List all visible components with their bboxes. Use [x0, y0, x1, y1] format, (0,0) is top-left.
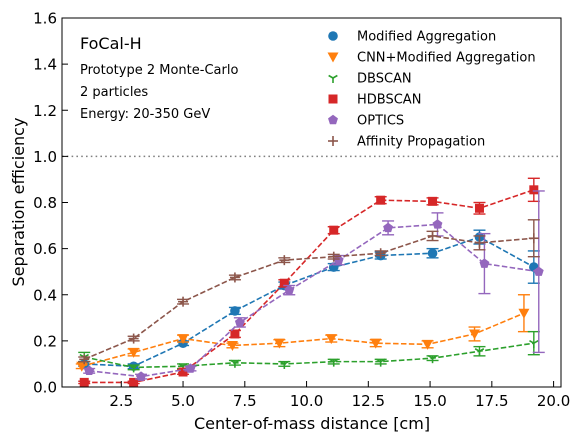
annotation-title: FoCal-H: [80, 34, 142, 53]
series-0-point-3: [230, 306, 240, 316]
legend-label-0: Modified Aggregation: [357, 30, 496, 45]
y-tick-label-0: 0.0: [33, 379, 57, 397]
y-tick-label-6: 1.2: [33, 102, 57, 120]
legend-marker-0: [328, 31, 338, 41]
legend-label-2: DBSCAN: [357, 72, 412, 87]
legend-label-1: CNN+Modified Aggregation: [357, 51, 536, 66]
series-3-point-7: [428, 197, 437, 206]
x-tick-label-5: 15.0: [413, 392, 446, 410]
y-axis-label: Separation efficiency: [9, 118, 28, 287]
y-tick-label-4: 0.8: [33, 194, 57, 212]
annotation-line-1: Prototype 2 Monte-Carlo: [80, 63, 238, 78]
y-tick-label-1: 0.2: [33, 332, 57, 350]
annotation-line-3: Energy: 20-350 GeV: [80, 107, 210, 122]
annotation-line-2: 2 particles: [80, 85, 148, 100]
series-3-point-5: [329, 226, 338, 235]
x-axis-label: Center-of-mass distance [cm]: [194, 414, 430, 433]
series-3-point-8: [475, 204, 484, 213]
legend-label-3: HDBSCAN: [357, 93, 421, 108]
legend-marker-3: [329, 95, 338, 104]
series-3-point-9: [529, 185, 538, 194]
x-tick-label-7: 20.0: [537, 392, 570, 410]
y-tick-label-3: 0.6: [33, 240, 57, 258]
legend-label-4: OPTICS: [357, 114, 404, 129]
series-3-point-6: [376, 196, 385, 205]
x-tick-label-6: 17.5: [475, 392, 508, 410]
y-tick-label-8: 1.6: [33, 10, 57, 28]
y-tick-label-5: 1.0: [33, 148, 57, 166]
x-tick-label-4: 12.5: [352, 392, 385, 410]
x-tick-label-2: 7.5: [233, 392, 257, 410]
x-tick-label-0: 2.5: [109, 392, 133, 410]
y-tick-label-7: 1.4: [33, 56, 57, 74]
series-0-point-7: [428, 248, 438, 258]
x-tick-label-3: 10.0: [290, 392, 323, 410]
legend-label-5: Affinity Propagation: [357, 135, 485, 150]
x-tick-label-1: 5.0: [171, 392, 195, 410]
y-tick-label-2: 0.4: [33, 286, 57, 304]
series-3-point-0: [80, 378, 89, 387]
